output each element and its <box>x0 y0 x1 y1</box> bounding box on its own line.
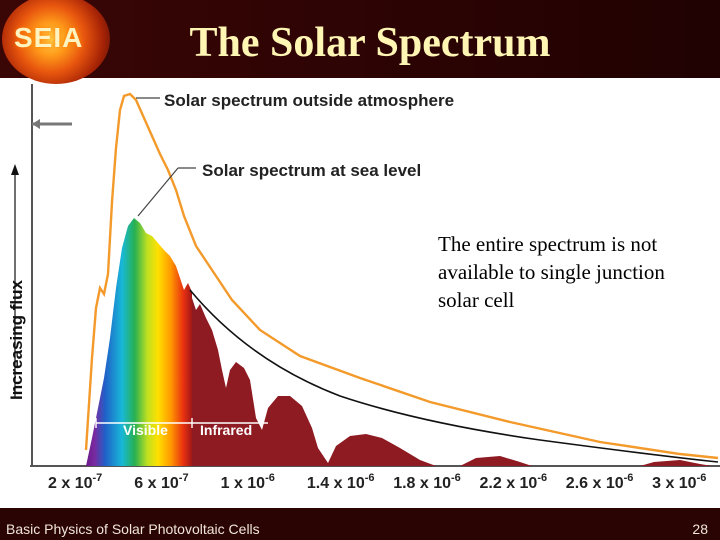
x-tick-label: 6 x 10-7 <box>134 472 188 492</box>
x-tick-label: 1.4 x 10-6 <box>307 472 375 492</box>
infrared-band <box>192 298 712 466</box>
infrared-label: Infrared <box>200 422 252 438</box>
logo-text: SEIA <box>14 22 84 53</box>
x-tick-label: 3 x 10-6 <box>652 472 706 492</box>
marker-arrowhead <box>32 119 40 129</box>
x-tick-labels: 2 x 10-7 6 x 10-7 1 x 10-6 1.4 x 10-6 1.8 x … <box>48 472 706 492</box>
x-tick-label: 1 x 10-6 <box>221 472 275 492</box>
slide-footer: Basic Physics of Solar Photovoltaic Cell… <box>0 508 720 540</box>
y-arrow-head <box>11 164 19 175</box>
sea-level-envelope <box>189 289 719 463</box>
outside-label: Solar spectrum outside atmosphere <box>164 91 454 110</box>
slide-header: SEIA The Solar Spectrum <box>0 0 720 84</box>
solar-spectrum-chart: Increasing flux Solar spectrum outside a… <box>7 84 720 492</box>
seia-logo <box>2 0 110 84</box>
page-number: 28 <box>692 521 708 537</box>
x-tick-label: 2.6 x 10-6 <box>566 472 634 492</box>
visible-label: Visible <box>123 422 168 438</box>
x-tick-label: 1.8 x 10-6 <box>393 472 461 492</box>
sea-level-label: Solar spectrum at sea level <box>202 161 421 180</box>
x-tick-label: 2 x 10-7 <box>48 472 102 492</box>
footer-title: Basic Physics of Solar Photovoltaic Cell… <box>6 521 260 537</box>
y-axis-label: Increasing flux <box>7 279 26 400</box>
outside-atmosphere-curve <box>84 92 719 460</box>
sea-level-pointer <box>137 167 179 217</box>
visible-band <box>86 218 192 466</box>
spectrum-note: The entire spectrum is not available to … <box>438 232 665 312</box>
x-tick-label: 2.2 x 10-6 <box>480 472 548 492</box>
slide-title: The Solar Spectrum <box>189 20 551 66</box>
